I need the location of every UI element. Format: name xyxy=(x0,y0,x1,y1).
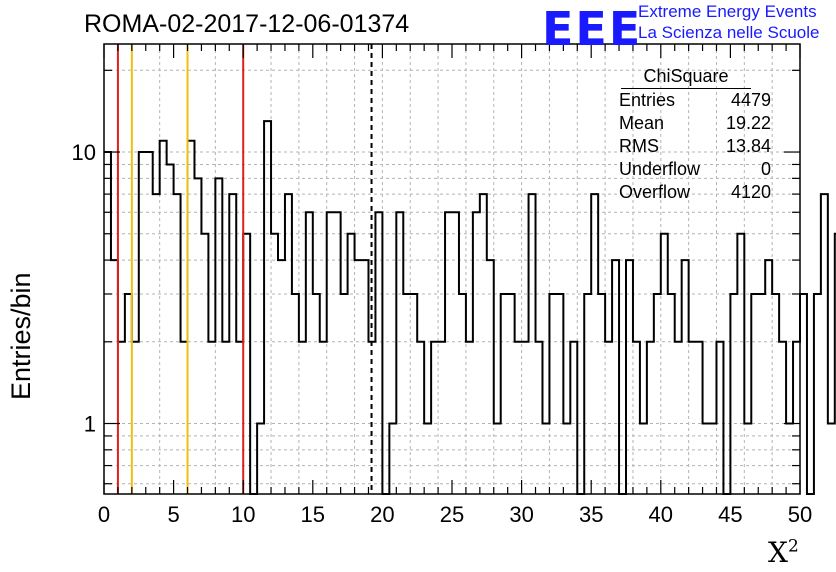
x-tick-label: 10 xyxy=(231,502,255,527)
x-tick-label: 25 xyxy=(440,502,464,527)
stats-title: ChiSquare xyxy=(621,64,751,89)
x-tick-label: 15 xyxy=(301,502,325,527)
x-tick-label: 40 xyxy=(649,502,673,527)
x-tick-label: 30 xyxy=(509,502,533,527)
y-axis-label: Entries/bin xyxy=(6,272,36,400)
histogram-line xyxy=(104,120,836,495)
x-tick-label: 35 xyxy=(579,502,603,527)
x-tick-label: 45 xyxy=(718,502,742,527)
eee-logo: EEE xyxy=(542,2,643,56)
stats-row: RMS 13.84 xyxy=(619,136,771,156)
chart-title: ROMA-02-2017-12-06-01374 xyxy=(84,10,410,38)
stats-row: Underflow 0 xyxy=(619,159,771,179)
logo-line-1: Extreme Energy Events xyxy=(638,2,817,21)
stats-row: Entries 4479 xyxy=(619,90,771,110)
logo-line-2: La Scienza nelle Scuole xyxy=(638,23,820,42)
x-tick-label: 50 xyxy=(788,502,812,527)
x-tick-label: 0 xyxy=(98,502,110,527)
x-axis-label: X2 xyxy=(768,536,799,569)
x-tick-label: 5 xyxy=(167,502,179,527)
stats-row: Mean 19.22 xyxy=(619,113,771,133)
stats-box: ChiSquare Entries 4479 Mean 19.22 RMS 13.84… xyxy=(611,64,771,204)
y-tick-label: 10 xyxy=(72,140,96,165)
stats-row: Overflow 4120 xyxy=(619,182,771,202)
y-tick-label: 1 xyxy=(84,412,96,437)
x-tick-label: 20 xyxy=(370,502,394,527)
